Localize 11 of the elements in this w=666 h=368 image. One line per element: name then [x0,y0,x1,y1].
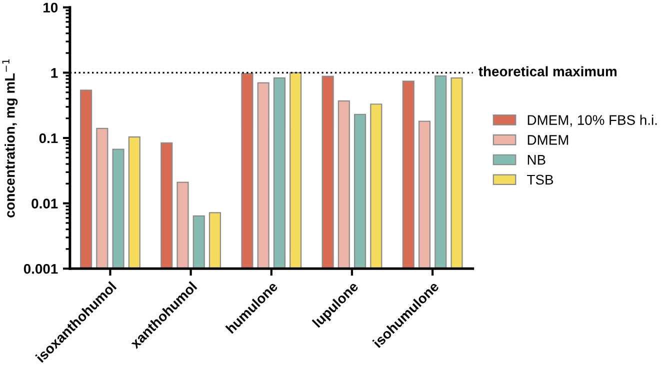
legend-label: DMEM [528,135,568,145]
y-tick-label: 10 [44,2,58,13]
ref-line-label: theoretical maximum [478,66,616,76]
legend-label: DMEM, 10% FBS h.i. [528,114,657,127]
y-tick-label: 0.001 [24,264,58,274]
y-tick-label: 0.1 [39,133,58,144]
y-axis-title: concentration, mg mL$^{−1}$ [2,59,18,218]
legend-label: NB [528,155,546,165]
y-tick-label: 0.01 [32,198,58,208]
legend-label: TSB [527,174,554,185]
y-tick-label: 1 [51,68,58,78]
